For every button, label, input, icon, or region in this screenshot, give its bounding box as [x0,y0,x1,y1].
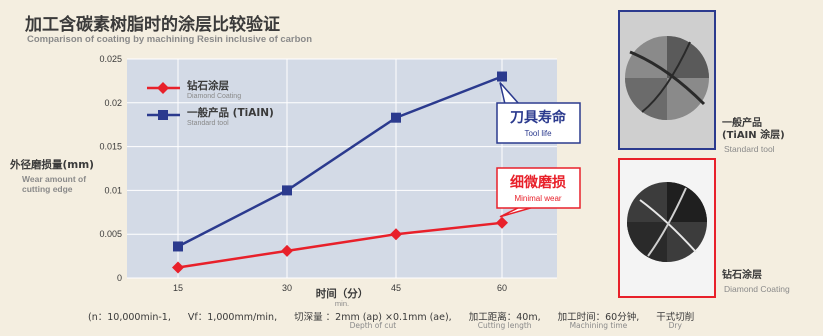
condition-time: 加工时间：60分钟, Machining time [557,312,640,330]
y-tick-label: 0.02 [104,98,122,108]
y-tick-label: 0.01 [104,185,122,195]
minimal-wear-text: 细微磨损 [510,174,566,191]
condition-spindle: (n：10,000min-1, [88,312,171,323]
condition-dry: 干式切削 Dry [656,312,695,330]
diamond-tool-photo [618,158,716,298]
minimal-wear-callout [496,167,581,209]
condition-feed: Vf：1,000mm/min, [187,312,278,323]
x-tick-label: 30 [282,283,292,293]
legend-diamond-marker [157,82,169,94]
x-axis-label: 时间（分） [316,287,369,300]
x-tick-label: 60 [497,283,507,293]
legend-label: 钻石涂层 [187,79,229,92]
legend-label: 一般产品 (TiAIN) [187,106,274,119]
x-tick-label: 45 [391,283,401,293]
chart-title: 加工含碳素树脂时的涂层比较验证 [25,15,280,35]
x-tick-label: 15 [173,283,183,293]
standard-tool-line [177,75,503,248]
tool-life-text-en: Tool life [524,129,552,138]
standard-tool-point [173,241,183,252]
diamond-coating-point [496,216,508,229]
diamond-tool-label: 钻石涂层 [722,270,762,281]
legend-label-en: Standard tool [187,120,229,127]
tool-life-text: 刀具寿命 [510,109,567,126]
y-tick-label: 0.015 [99,142,122,152]
y-tick-label: 0.005 [99,229,122,239]
condition-length: 加工距离：40m, Cutting length [468,312,541,330]
x-axis-label-en: min. [335,299,349,308]
y-axis-label-en: Wear amount of cutting edge [22,174,87,194]
standard-tool-label-line2: (TiAIN 涂层) [722,130,785,141]
diamond-tool-image [620,160,714,296]
diamond-coating-point [281,244,293,257]
legend-label-en: Diamond Coating [187,93,241,100]
chart-subtitle: Comparison of coating by machining Resin… [27,34,313,45]
tool-life-callout [496,102,581,144]
standard-tool-label-line1: 一般产品 [722,118,762,129]
standard-tool-photo [618,10,716,150]
diamond-tool-label-en: Diamond Coating [724,284,790,294]
y-tick-label: 0 [117,273,122,283]
standard-tool-point [391,112,401,123]
diamond-coating-line [177,221,503,269]
standard-tool-image [620,12,714,148]
condition-depth: 切深量 ：2mm (ap) ×0.1mm (ae), Depth of cut [294,312,452,330]
legend-square-marker [158,110,168,120]
minimal-wear-text-en: Minimal wear [514,194,561,203]
standard-tool-label-en: Standard tool [724,144,775,154]
y-tick-label: 0.025 [99,54,122,64]
diamond-coating-point [390,228,402,241]
standard-tool-point [497,71,507,82]
standard-tool-point [282,185,292,196]
diamond-coating-point [172,261,184,274]
y-axis-label: 外径磨损量(mm) [10,159,94,171]
machining-conditions: (n：10,000min-1, Vf：1,000mm/min, 切深量 ：2mm… [88,309,708,330]
